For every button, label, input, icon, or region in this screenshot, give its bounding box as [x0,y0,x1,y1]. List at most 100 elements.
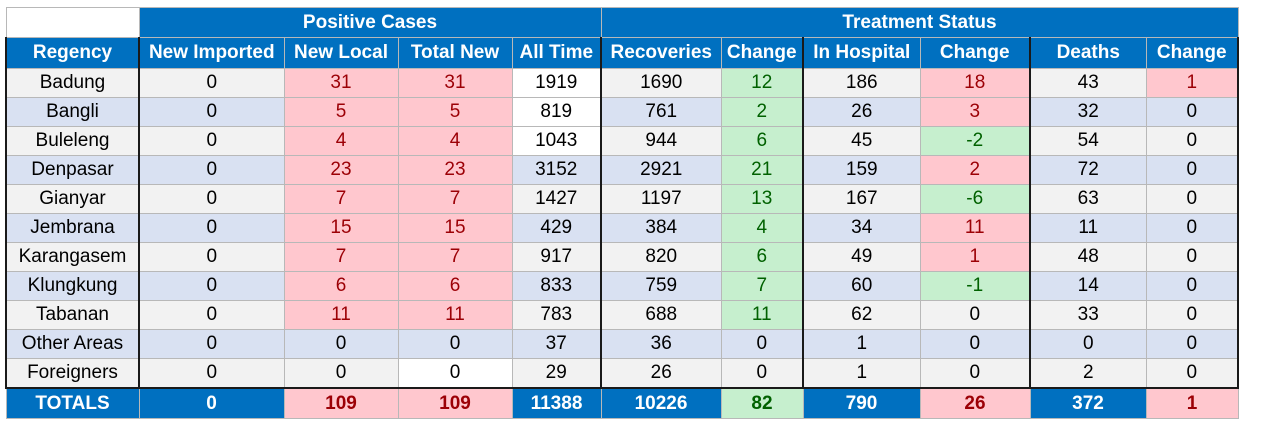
deaths-change-cell: 0 [1145,358,1239,389]
regency-name-cell: Denpasar [5,155,140,185]
all-time-cell: 917 [511,242,602,272]
hospital-change-cell: 18 [919,68,1031,98]
total-hospital-change: 26 [919,387,1031,419]
new-imported-cell: 0 [138,68,285,98]
deaths-cell: 63 [1029,184,1147,214]
positive-cases-group-header: Positive Cases [138,7,602,38]
total-new-cell: 4 [397,126,513,156]
all-time-cell: 3152 [511,155,602,185]
regency-name-cell: Tabanan [5,300,140,330]
new-imported-cell: 0 [138,213,285,243]
hospital-change-cell: -1 [919,271,1031,301]
new-imported-cell: 0 [138,300,285,330]
recoveries-cell: 820 [600,242,722,272]
total-new-cell: 11 [397,300,513,330]
col-header-new-imported: New Imported [138,37,285,69]
hospital-change-cell: 2 [919,155,1031,185]
new-imported-cell: 0 [138,271,285,301]
table-row: Karangasem 0 7 7 917 820 6 49 1 48 0 [5,242,1239,272]
col-header-recoveries-change: Change [720,37,804,69]
total-total-new: 109 [397,387,513,419]
recoveries-cell: 384 [600,213,722,243]
deaths-change-cell: 0 [1145,126,1239,156]
new-local-cell: 0 [283,358,399,389]
recoveries-cell: 761 [600,97,722,127]
total-new-cell: 0 [397,329,513,359]
recoveries-cell: 944 [600,126,722,156]
treatment-status-group-header: Treatment Status [600,7,1239,38]
deaths-change-cell: 1 [1145,68,1239,98]
recoveries-change-cell: 12 [720,68,804,98]
deaths-change-cell: 0 [1145,300,1239,330]
total-new-cell: 7 [397,242,513,272]
table-row: Foreigners 0 0 0 29 26 0 1 0 2 0 [5,358,1239,389]
deaths-cell: 43 [1029,68,1147,98]
hospital-change-cell: 1 [919,242,1031,272]
all-time-cell: 37 [511,329,602,359]
regency-name-cell: Gianyar [5,184,140,214]
corner-blank-cell [5,7,140,38]
in-hospital-cell: 186 [802,68,921,98]
deaths-cell: 48 [1029,242,1147,272]
deaths-change-cell: 0 [1145,271,1239,301]
new-local-cell: 15 [283,213,399,243]
regency-name-cell: Foreigners [5,358,140,389]
col-header-regency: Regency [5,37,140,69]
col-header-deaths-change: Change [1145,37,1239,69]
hospital-change-cell: -6 [919,184,1031,214]
table-row: Badung 0 31 31 1919 1690 12 186 18 43 1 [5,68,1239,98]
all-time-cell: 1427 [511,184,602,214]
in-hospital-cell: 167 [802,184,921,214]
new-imported-cell: 0 [138,97,285,127]
in-hospital-cell: 45 [802,126,921,156]
deaths-change-cell: 0 [1145,184,1239,214]
in-hospital-cell: 159 [802,155,921,185]
total-recoveries: 10226 [600,387,722,419]
table-row: Buleleng 0 4 4 1043 944 6 45 -2 54 0 [5,126,1239,156]
col-header-hospital-change: Change [919,37,1031,69]
deaths-change-cell: 0 [1145,155,1239,185]
hospital-change-cell: 11 [919,213,1031,243]
total-deaths: 372 [1029,387,1147,419]
deaths-change-cell: 0 [1145,97,1239,127]
recoveries-change-cell: 6 [720,242,804,272]
regency-name-cell: Bangli [5,97,140,127]
totals-label: TOTALS [5,387,140,419]
deaths-change-cell: 0 [1145,242,1239,272]
col-header-deaths: Deaths [1029,37,1147,69]
recoveries-change-cell: 6 [720,126,804,156]
new-local-cell: 5 [283,97,399,127]
total-new-cell: 5 [397,97,513,127]
recoveries-change-cell: 11 [720,300,804,330]
new-local-cell: 31 [283,68,399,98]
new-imported-cell: 0 [138,184,285,214]
hospital-change-cell: 0 [919,329,1031,359]
new-local-cell: 4 [283,126,399,156]
totals-row: TOTALS 0 109 109 11388 10226 82 790 26 3… [5,387,1239,419]
deaths-cell: 54 [1029,126,1147,156]
all-time-cell: 783 [511,300,602,330]
regency-name-cell: Jembrana [5,213,140,243]
deaths-change-cell: 0 [1145,329,1239,359]
all-time-cell: 429 [511,213,602,243]
regency-name-cell: Klungkung [5,271,140,301]
total-deaths-change: 1 [1145,387,1239,419]
regency-name-cell: Other Areas [5,329,140,359]
recoveries-cell: 1690 [600,68,722,98]
recoveries-cell: 2921 [600,155,722,185]
total-new-cell: 7 [397,184,513,214]
recoveries-change-cell: 13 [720,184,804,214]
in-hospital-cell: 60 [802,271,921,301]
new-imported-cell: 0 [138,329,285,359]
col-header-new-local: New Local [283,37,399,69]
recoveries-change-cell: 4 [720,213,804,243]
table-row: Tabanan 0 11 11 783 688 11 62 0 33 0 [5,300,1239,330]
all-time-cell: 833 [511,271,602,301]
in-hospital-cell: 1 [802,358,921,389]
total-new-imported: 0 [138,387,285,419]
col-header-recoveries: Recoveries [600,37,722,69]
in-hospital-cell: 34 [802,213,921,243]
deaths-cell: 32 [1029,97,1147,127]
regency-name-cell: Badung [5,68,140,98]
new-local-cell: 7 [283,242,399,272]
